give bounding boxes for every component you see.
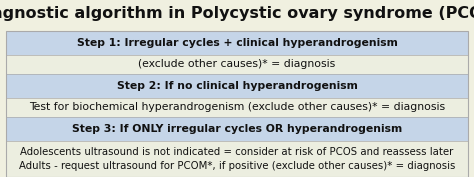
Text: Diagnostic algorithm in Polycystic ovary syndrome (PCOS): Diagnostic algorithm in Polycystic ovary…: [0, 5, 474, 21]
Text: Adolescents ultrasound is not indicated = consider at risk of PCOS and reassess : Adolescents ultrasound is not indicated …: [19, 147, 455, 171]
Bar: [6, 31, 468, 177]
Text: Test for biochemical hyperandrogenism (exclude other causes)* = diagnosis: Test for biochemical hyperandrogenism (e…: [29, 102, 445, 112]
Text: Step 1: Irregular cycles + clinical hyperandrogenism: Step 1: Irregular cycles + clinical hype…: [77, 38, 397, 48]
Bar: [6, 98, 468, 117]
Text: Step 2: If no clinical hyperandrogenism: Step 2: If no clinical hyperandrogenism: [117, 81, 357, 91]
Bar: [6, 55, 468, 74]
Bar: [6, 117, 468, 141]
Bar: [6, 141, 468, 177]
Bar: [6, 74, 468, 98]
Text: (exclude other causes)* = diagnosis: (exclude other causes)* = diagnosis: [138, 59, 336, 69]
Bar: [6, 31, 468, 55]
Text: Step 3: If ONLY irregular cycles OR hyperandrogenism: Step 3: If ONLY irregular cycles OR hype…: [72, 124, 402, 134]
